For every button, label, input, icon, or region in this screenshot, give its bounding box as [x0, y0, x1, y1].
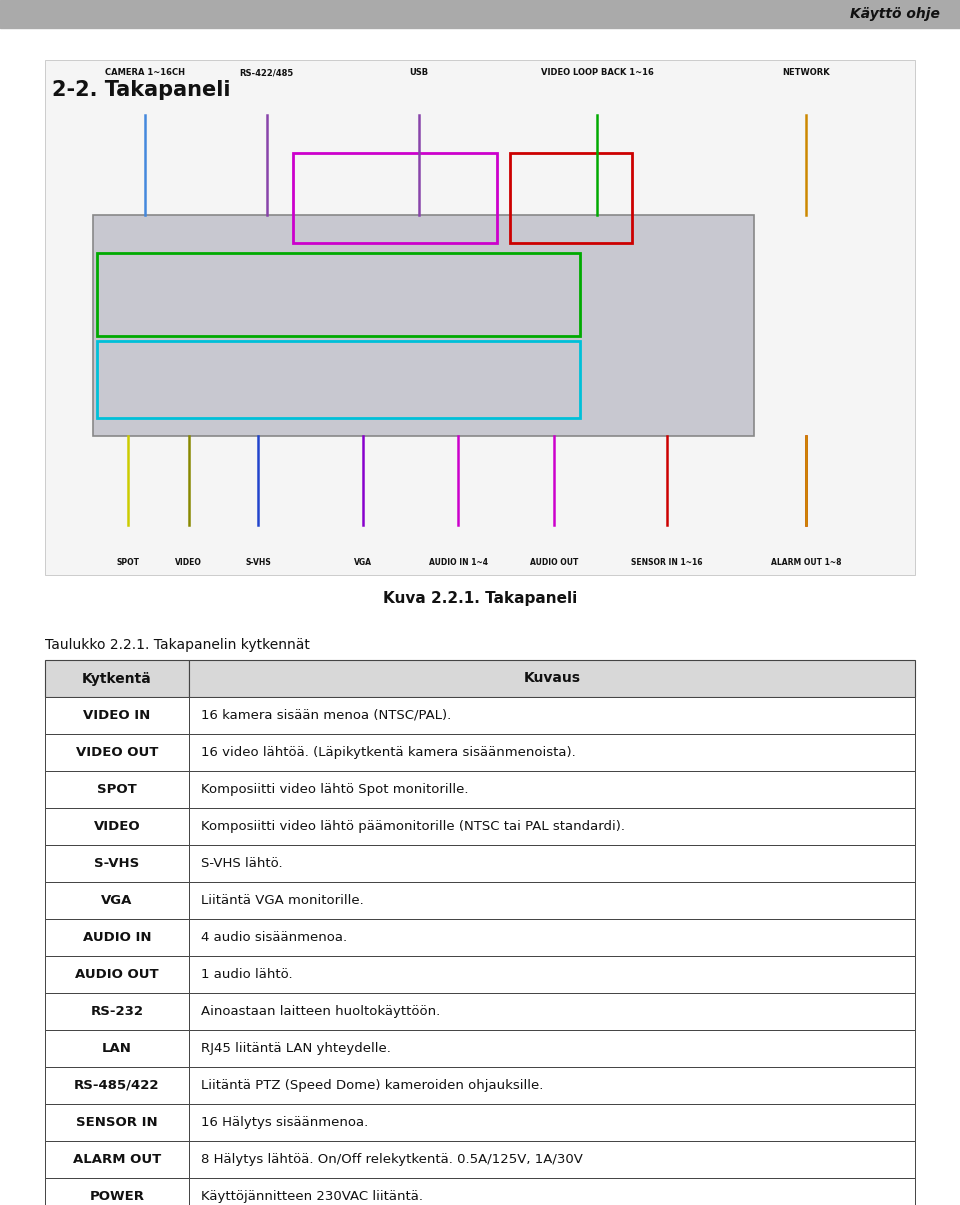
Bar	[188, 1066, 915, 1104]
Bar	[45, 1178, 188, 1205]
Bar	[188, 919, 915, 956]
Bar	[188, 809, 915, 845]
Text: Käyttö ohje: Käyttö ohje	[851, 7, 940, 20]
Bar	[188, 1030, 915, 1066]
Text: 8 Hälytys lähtöä. On/Off relekytkentä. 0.5A/125V, 1A/30V: 8 Hälytys lähtöä. On/Off relekytkentä. 0…	[201, 1153, 583, 1166]
Text: RS-232: RS-232	[90, 1005, 143, 1018]
Bar	[188, 956, 915, 993]
Bar	[188, 1104, 915, 1141]
Text: Ainoastaan laitteen huoltokäyttöön.: Ainoastaan laitteen huoltokäyttöön.	[201, 1005, 440, 1018]
Text: ALARM OUT 1~8: ALARM OUT 1~8	[771, 558, 842, 568]
Text: Liitäntä PTZ (Speed Dome) kameroiden ohjauksille.: Liitäntä PTZ (Speed Dome) kameroiden ohj…	[201, 1078, 543, 1092]
Text: LAN: LAN	[102, 1042, 132, 1056]
Text: CAMERA 1~16CH: CAMERA 1~16CH	[105, 67, 185, 77]
Bar	[188, 993, 915, 1030]
Text: POWER: POWER	[89, 1191, 144, 1203]
Text: RS-485/422: RS-485/422	[74, 1078, 159, 1092]
Bar	[97, 341, 580, 418]
Text: VIDEO LOOP BACK 1~16: VIDEO LOOP BACK 1~16	[541, 67, 654, 77]
Text: SENSOR IN: SENSOR IN	[76, 1116, 157, 1129]
Text: RJ45 liitäntä LAN yhteydelle.: RJ45 liitäntä LAN yhteydelle.	[201, 1042, 391, 1056]
Text: USB: USB	[410, 67, 429, 77]
Text: VIDEO OUT: VIDEO OUT	[76, 746, 158, 759]
Text: AUDIO IN 1~4: AUDIO IN 1~4	[429, 558, 488, 568]
Text: 16 kamera sisään menoa (NTSC/PAL).: 16 kamera sisään menoa (NTSC/PAL).	[201, 709, 451, 722]
Bar	[0, 0, 960, 28]
Bar	[45, 696, 188, 734]
Bar	[188, 771, 915, 809]
Text: S-VHS: S-VHS	[94, 857, 139, 870]
Bar	[45, 845, 188, 882]
Bar	[293, 153, 497, 243]
Bar	[97, 253, 580, 335]
Text: Liitäntä VGA monitorille.: Liitäntä VGA monitorille.	[201, 894, 363, 907]
Text: VIDEO IN: VIDEO IN	[84, 709, 151, 722]
Text: NETWORK: NETWORK	[782, 67, 830, 77]
Text: 14: 14	[471, 1178, 489, 1192]
Bar	[45, 993, 188, 1030]
Bar	[188, 1178, 915, 1205]
Bar	[45, 660, 188, 696]
Text: Kuva 2.2.1. Takapaneli: Kuva 2.2.1. Takapaneli	[383, 592, 577, 606]
Bar	[45, 1104, 188, 1141]
Text: S-VHS lähtö.: S-VHS lähtö.	[201, 857, 282, 870]
Text: Komposiitti video lähtö päämonitorille (NTSC tai PAL standardi).: Komposiitti video lähtö päämonitorille (…	[201, 819, 625, 833]
Bar	[93, 214, 754, 436]
Bar	[45, 1066, 188, 1104]
Text: AUDIO OUT: AUDIO OUT	[530, 558, 578, 568]
Bar	[188, 845, 915, 882]
Text: VIDEO: VIDEO	[175, 558, 202, 568]
Text: Kuvaus: Kuvaus	[523, 671, 580, 686]
Bar	[45, 882, 188, 919]
Text: ALARM OUT: ALARM OUT	[73, 1153, 161, 1166]
Text: SENSOR IN 1~16: SENSOR IN 1~16	[632, 558, 703, 568]
Bar	[188, 882, 915, 919]
Bar	[188, 660, 915, 696]
Text: RS-422/485: RS-422/485	[240, 67, 294, 77]
Text: 16 Hälytys sisäänmenoa.: 16 Hälytys sisäänmenoa.	[201, 1116, 368, 1129]
Bar	[511, 153, 633, 243]
Bar	[45, 734, 188, 771]
Text: VGA: VGA	[101, 894, 132, 907]
Bar	[45, 956, 188, 993]
Bar	[45, 809, 188, 845]
Text: 2-2. Takapaneli: 2-2. Takapaneli	[52, 80, 230, 100]
Text: 4 audio sisäänmenoa.: 4 audio sisäänmenoa.	[201, 931, 347, 944]
Text: 16 video lähtöä. (Läpikytkentä kamera sisäänmenoista).: 16 video lähtöä. (Läpikytkentä kamera si…	[201, 746, 575, 759]
Text: Käyttöjännitteen 230VAC liitäntä.: Käyttöjännitteen 230VAC liitäntä.	[201, 1191, 422, 1203]
Bar	[45, 60, 915, 575]
Bar	[45, 771, 188, 809]
Text: AUDIO IN: AUDIO IN	[83, 931, 151, 944]
Bar	[45, 1141, 188, 1178]
Bar	[188, 734, 915, 771]
Bar	[188, 696, 915, 734]
Text: Komposiitti video lähtö Spot monitorille.: Komposiitti video lähtö Spot monitorille…	[201, 783, 468, 797]
Text: Kytkentä: Kytkentä	[82, 671, 152, 686]
Bar	[45, 1030, 188, 1066]
Text: SPOT: SPOT	[116, 558, 139, 568]
Text: Taulukko 2.2.1. Takapanelin kytkennät: Taulukko 2.2.1. Takapanelin kytkennät	[45, 637, 310, 652]
Text: SPOT: SPOT	[97, 783, 136, 797]
Text: 1 audio lähtö.: 1 audio lähtö.	[201, 968, 292, 981]
Text: S-VHS: S-VHS	[245, 558, 271, 568]
Bar	[45, 919, 188, 956]
Text: VGA: VGA	[353, 558, 372, 568]
Text: VIDEO: VIDEO	[93, 819, 140, 833]
Text: AUDIO OUT: AUDIO OUT	[75, 968, 158, 981]
Bar	[188, 1141, 915, 1178]
